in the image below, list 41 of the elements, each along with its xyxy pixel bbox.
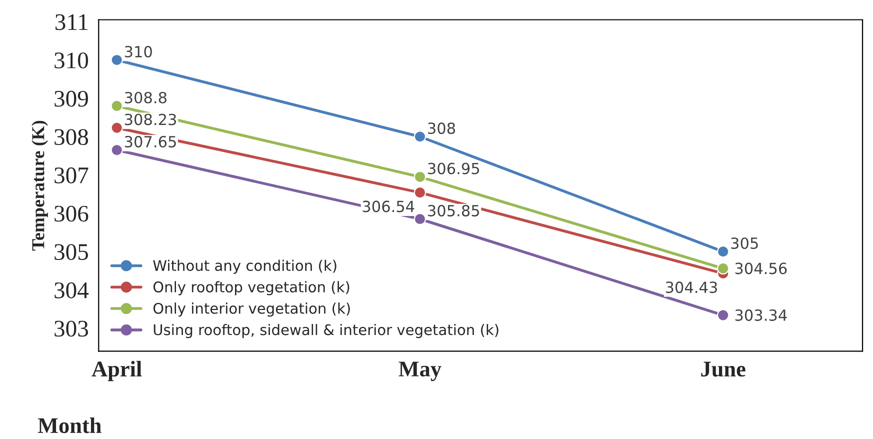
x-tick-label: April	[92, 360, 142, 382]
data-label: 304.43	[666, 282, 717, 294]
point	[414, 186, 426, 199]
x-axis-title: Month	[38, 417, 102, 434]
y-tick-label: 304	[54, 282, 89, 298]
y-tick-label: 306	[54, 206, 88, 222]
point	[414, 170, 426, 183]
legend-label: Without any condition (k)	[153, 260, 336, 274]
point	[414, 130, 426, 143]
y-tick-label: 308	[54, 129, 88, 146]
point	[717, 262, 730, 275]
data-label: 308.23	[124, 114, 176, 126]
point	[110, 122, 123, 134]
point	[110, 54, 123, 66]
data-label: 305	[731, 237, 758, 250]
data-label: 306.54	[362, 200, 414, 212]
legend-label: Only interior vegetation (k)	[153, 302, 350, 317]
data-label: 310	[124, 46, 152, 58]
data-label: 305.85	[428, 204, 480, 216]
data-label: 308	[428, 122, 456, 134]
y-tick-label: 309	[54, 90, 88, 107]
data-label: 306.95	[428, 162, 480, 174]
x-tick-label: May	[398, 362, 442, 382]
y-tick-label: 311	[56, 14, 88, 30]
point	[110, 144, 123, 156]
point	[717, 246, 730, 258]
legend-label: Only rooftop vegetation (k)	[153, 281, 350, 296]
data-label: 307.65	[124, 136, 176, 148]
data-label: 304.56	[735, 262, 787, 274]
y-tick-label: 307	[54, 167, 88, 184]
y-tick-label: 305	[54, 244, 88, 260]
y-tick-label: 310	[54, 52, 88, 68]
x-tick-label: June	[701, 362, 746, 377]
point	[717, 309, 730, 322]
y-tick-label: 303	[54, 320, 88, 337]
point	[110, 100, 123, 112]
legend-label: Using rooftop, sidewall & interior vegetation (k)	[154, 324, 498, 338]
point	[414, 212, 426, 226]
data-label: 308.8	[124, 92, 166, 104]
data-label: 303.34	[735, 309, 787, 321]
y-axis-title: Temperature (K)	[32, 120, 48, 251]
